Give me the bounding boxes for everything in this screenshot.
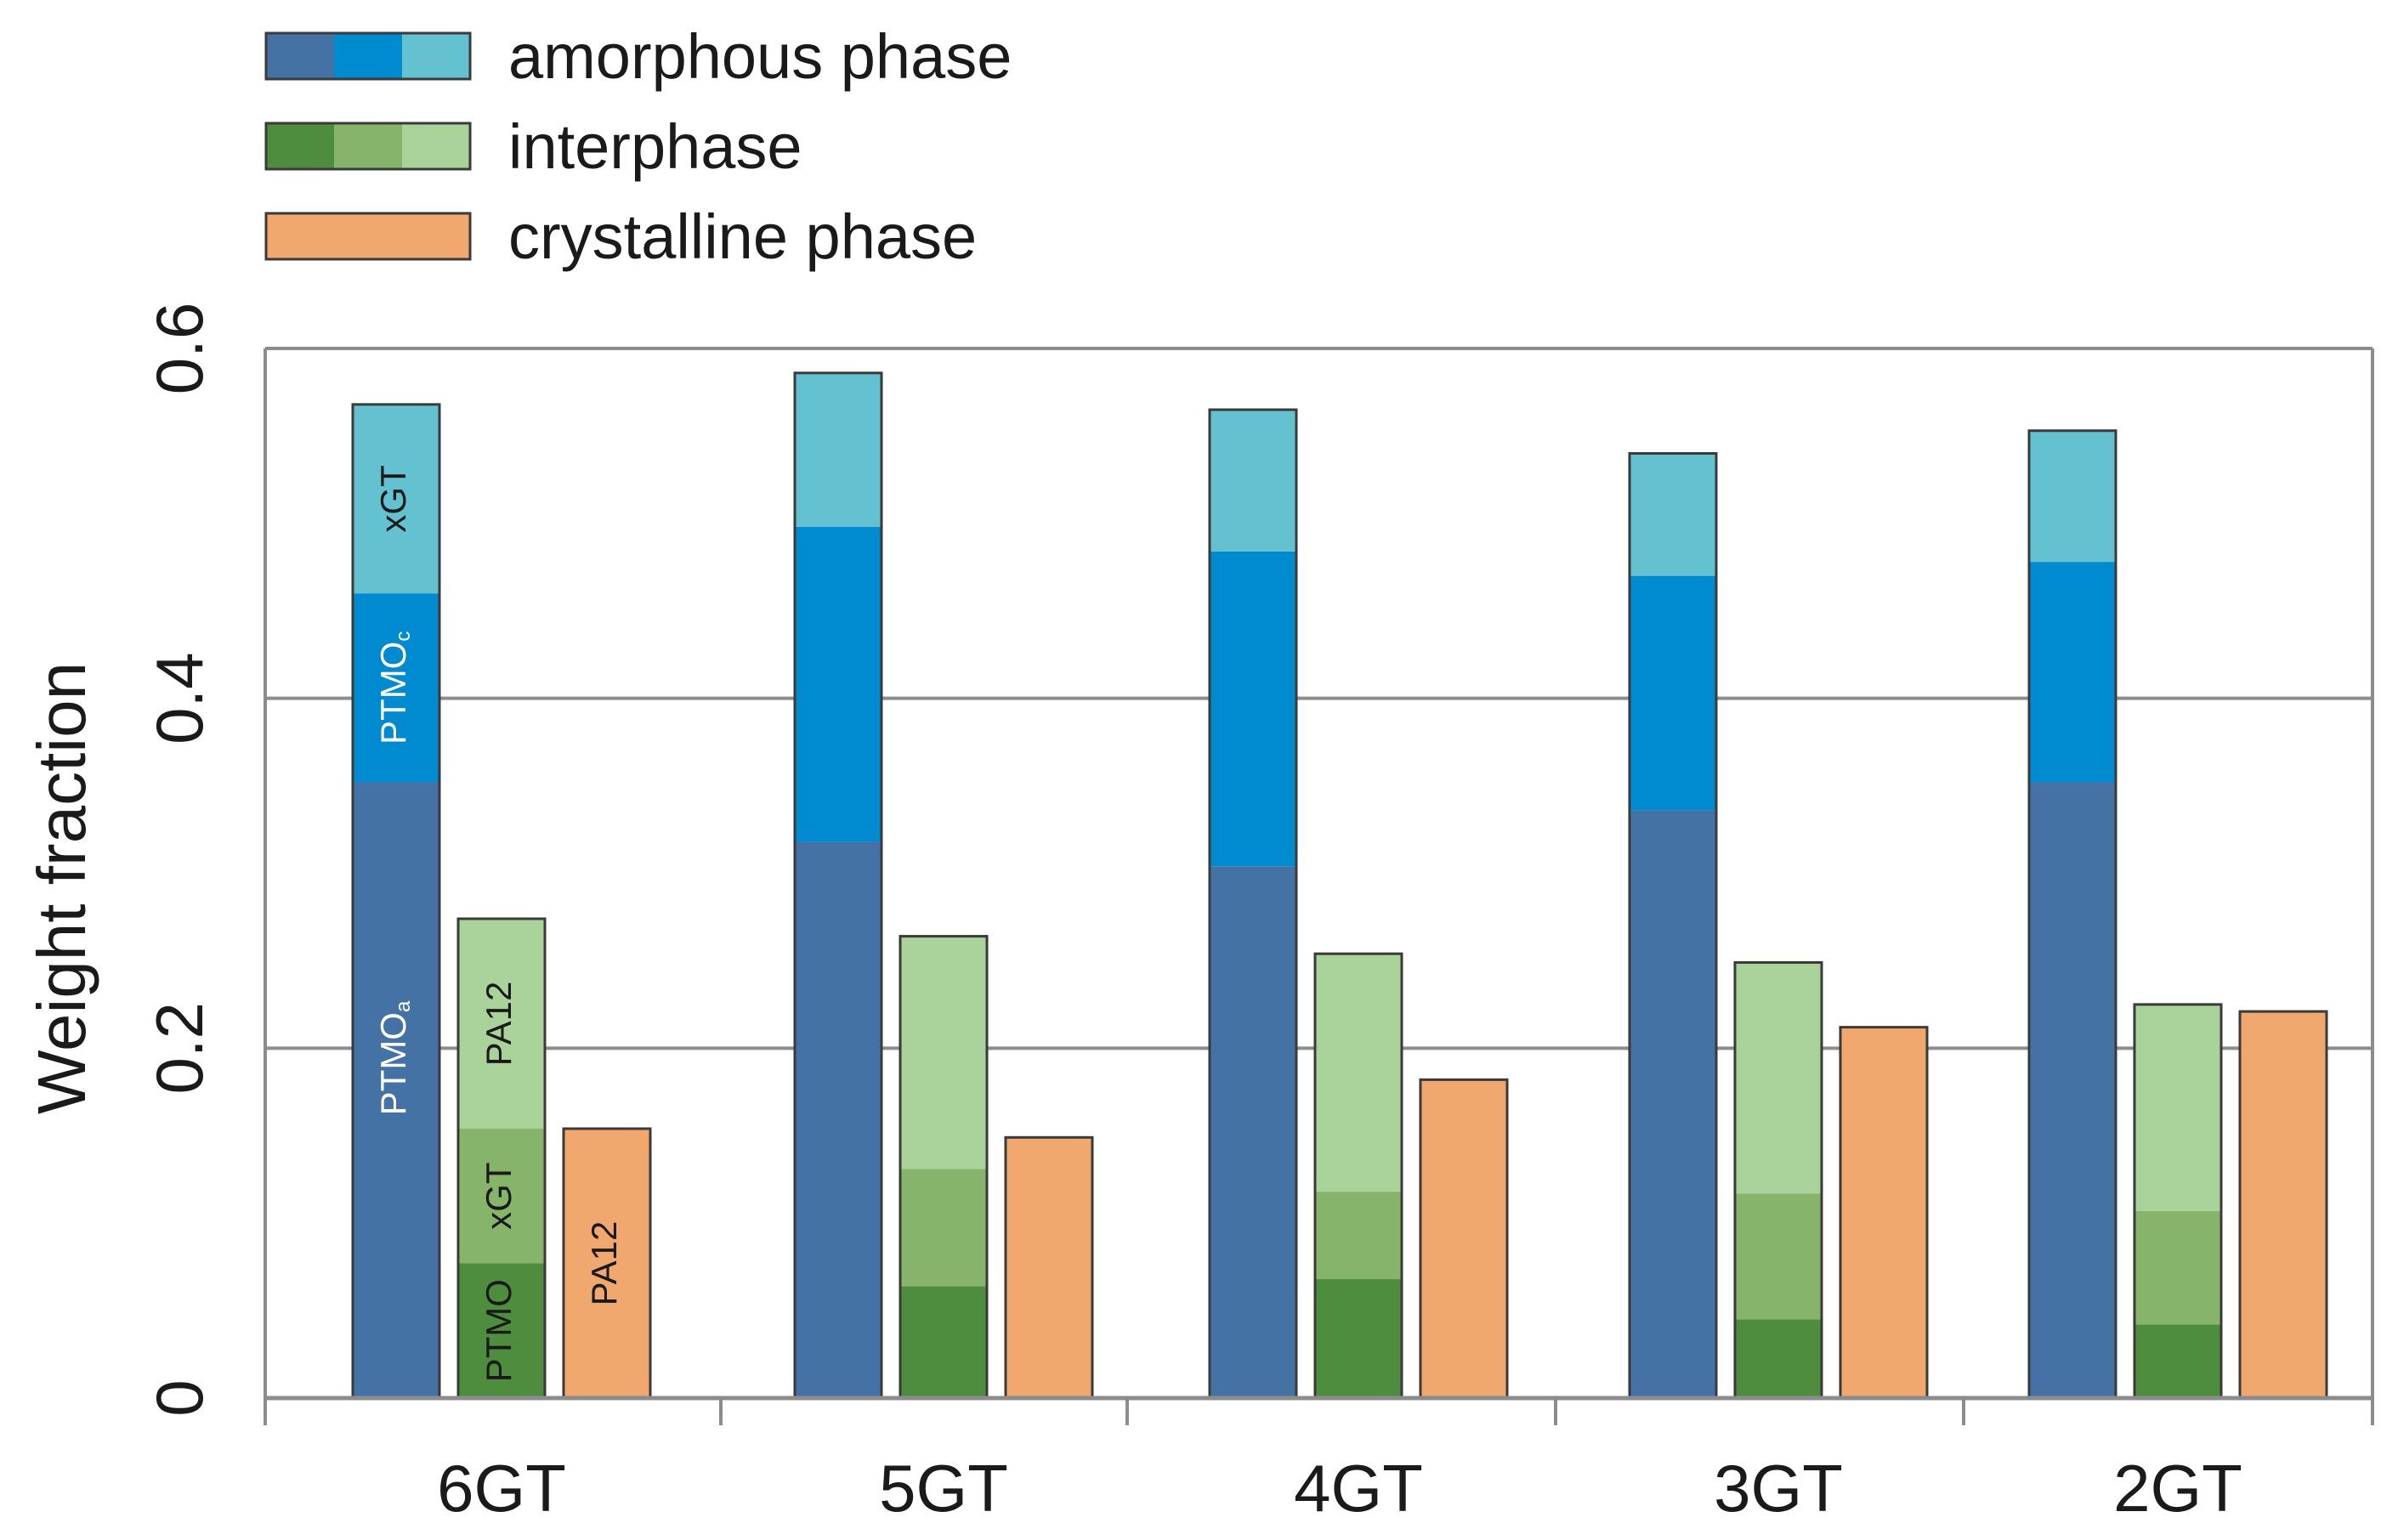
bar-segment-ptmoc: [2029, 562, 2116, 783]
legend: amorphous phase interphase crystalline pha…: [264, 21, 1012, 272]
bar-segment-ptmoc: [1210, 551, 1296, 867]
x-tick-label: 2GT: [2113, 1451, 2242, 1526]
bar-segment-xgt: [458, 1129, 545, 1264]
bar-segment-pa12: [1315, 954, 1402, 1192]
legend-swatch: [264, 31, 472, 81]
y-axis-label: Weight fraction: [24, 662, 99, 1114]
bar-segment-ptmoa: [1630, 810, 1716, 1398]
x-tick-label: 6GT: [437, 1451, 566, 1526]
bar-segment-ptmoc: [1630, 575, 1716, 811]
bar-segment-xgt: [2029, 430, 2116, 563]
bar-segment-xgt: [353, 404, 439, 594]
tick-labels: 0 0.2 0.4 0.6 6GT 5GT 4GT 3GT 2GT: [142, 303, 2242, 1526]
bar-segment-pa12: [1840, 1027, 1927, 1398]
legend-swatch: [264, 212, 472, 261]
bar-annotation: PTMOa: [373, 1000, 415, 1115]
bar-segment-ptmo: [458, 1263, 545, 1398]
bar-segment-pa12: [2134, 1004, 2221, 1211]
plot-area: PTMOa PTMOc xGT PTMO xGT PA12 PA12 0 0.2 0.4 0.6 6…: [142, 303, 2374, 1526]
bar-segment-pa12: [458, 919, 545, 1130]
legend-label: interphase: [508, 111, 802, 182]
legend-swatch-segment: [266, 213, 470, 259]
bar-segment-ptmoa: [795, 841, 882, 1398]
bar-segment-ptmoc: [353, 593, 439, 783]
bar-segment-xgt: [2134, 1210, 2221, 1325]
bar-segment-ptmoa: [2029, 782, 2116, 1398]
legend-swatch: [264, 122, 472, 171]
legend-label: crystalline phase: [508, 201, 977, 272]
legend-swatch-segment: [334, 123, 402, 169]
bar-segment-pa12: [564, 1129, 650, 1398]
x-tick-label: 4GT: [1294, 1451, 1423, 1526]
bar-segment-ptmo: [1735, 1319, 1822, 1398]
bar-segment-xgt: [1630, 453, 1716, 576]
y-tick-label: 0.6: [142, 303, 217, 394]
bar-segment-ptmoa: [353, 782, 439, 1398]
bar-segment-pa12: [2240, 1011, 2327, 1398]
legend-swatch-segment: [334, 33, 402, 79]
y-tick-label: 0.4: [142, 652, 217, 744]
bar-segment-pa12: [1735, 962, 1822, 1194]
bars: [351, 371, 2328, 1400]
bar-segment-xgt: [1735, 1193, 1822, 1320]
axes: [264, 347, 2374, 1425]
bar-segment-pa12: [1006, 1137, 1092, 1398]
y-tick-label: 0.2: [142, 1002, 217, 1094]
legend-swatch-segment: [402, 33, 470, 79]
bar-labels: PTMOa PTMOc xGT PTMO xGT PA12 PA12: [373, 465, 624, 1382]
y-tick-label: 0: [142, 1379, 217, 1416]
bar-segment-pa12: [1420, 1079, 1507, 1398]
x-tick-label: 3GT: [1714, 1451, 1843, 1526]
bar-segment-xgt: [900, 1169, 987, 1287]
bar-segment-xgt: [1315, 1192, 1402, 1280]
bar-annotation: PTMOc: [373, 631, 415, 745]
bar-segment-ptmo: [1315, 1279, 1402, 1398]
x-tick-label: 5GT: [879, 1451, 1008, 1526]
bar-annotation: PA12: [584, 1221, 624, 1306]
bar-segment-xgt: [795, 372, 882, 527]
bar-annotation: PTMO: [479, 1279, 519, 1382]
bar-segment-xgt: [1210, 410, 1296, 552]
legend-swatch-segment: [266, 33, 334, 79]
legend-swatch-segment: [266, 123, 334, 169]
legend-swatch-segment: [402, 123, 470, 169]
bar-segment-ptmo: [900, 1286, 987, 1398]
bar-segment-ptmoc: [795, 526, 882, 842]
bar-segment-ptmo: [2134, 1324, 2221, 1398]
bar-segment-ptmoa: [1210, 866, 1296, 1398]
bar-segment-pa12: [900, 936, 987, 1169]
legend-label: amorphous phase: [508, 21, 1012, 92]
bar-annotation: PA12: [479, 982, 519, 1067]
bar-annotation: xGT: [479, 1163, 519, 1230]
bar-annotation: xGT: [373, 465, 413, 532]
